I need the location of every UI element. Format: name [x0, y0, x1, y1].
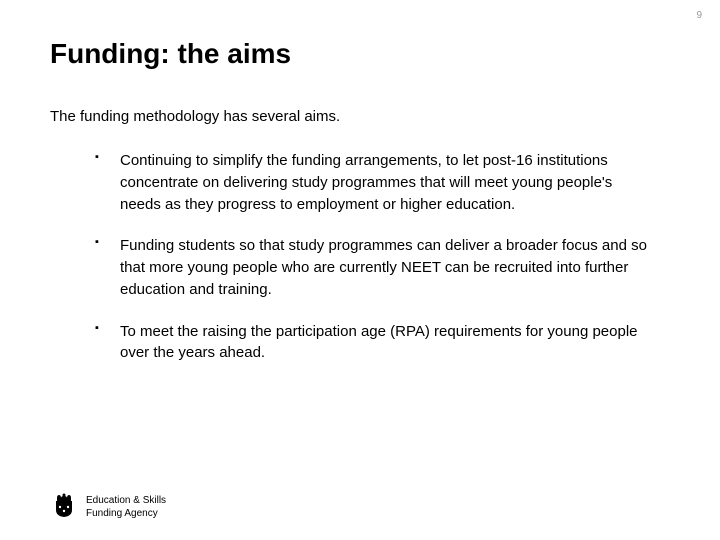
agency-name: Education & Skills Funding Agency [86, 492, 166, 520]
list-item: Funding students so that study programme… [95, 235, 650, 300]
slide-title: Funding: the aims [50, 38, 291, 70]
agency-line-1: Education & Skills [86, 494, 166, 507]
crown-crest-icon [50, 492, 78, 518]
list-item: Continuing to simplify the funding arran… [95, 150, 650, 215]
agency-logo-block: Education & Skills Funding Agency [50, 492, 166, 520]
bullet-list: Continuing to simplify the funding arran… [95, 150, 650, 384]
intro-text: The funding methodology has several aims… [50, 108, 340, 125]
list-item: To meet the raising the participation ag… [95, 321, 650, 365]
agency-line-2: Funding Agency [86, 507, 166, 520]
page-number: 9 [696, 10, 702, 21]
